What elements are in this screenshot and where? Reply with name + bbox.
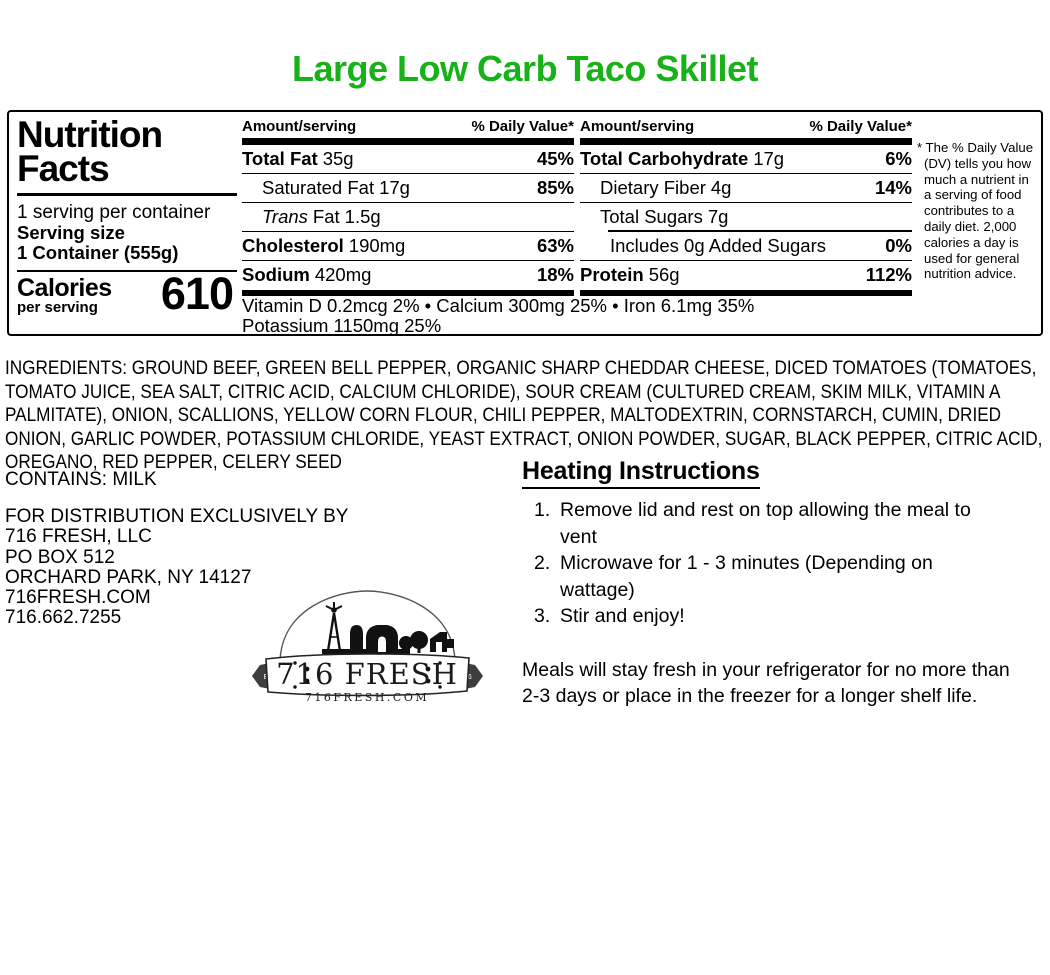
thick-rule: [242, 138, 574, 145]
farm-logo-graphic: EST. 2016: [252, 590, 483, 704]
nutrient-row-total-carbohydrate: Total Carbohydrate 17g 6%: [580, 145, 912, 174]
distributor-po-box: PO BOX 512: [5, 546, 115, 568]
allergen-statement: CONTAINS: MILK: [5, 469, 157, 490]
calories-label: Calories: [17, 274, 112, 302]
nutrient-row-saturated-fat: Saturated Fat 17g 85%: [242, 174, 574, 203]
amount-per-serving-header: Amount/serving: [580, 118, 695, 135]
distributor-website: 716FRESH.COM: [5, 587, 151, 609]
nutrient-row-sodium: Sodium 420mg 18%: [242, 264, 574, 285]
nutrition-facts-left-column: Nutrition Facts 1 serving per container …: [17, 114, 237, 319]
distributor-line: FOR DISTRIBUTION EXCLUSIVELY BY: [5, 506, 349, 527]
logo-website-text: 716FRESH.COM: [305, 691, 429, 703]
nutrition-facts-panel: Nutrition Facts 1 serving per container …: [7, 110, 1043, 336]
banner: [265, 653, 470, 697]
distributor-city: ORCHARD PARK, NY 14127: [5, 566, 252, 588]
daily-value-header: % Daily Value*: [809, 118, 912, 135]
distributor-phone: 716.662.7255: [5, 607, 122, 629]
nutrient-row-trans-fat: Trans Fat 1.5g: [242, 203, 574, 232]
indented-rule: [608, 230, 912, 232]
calories-row: Calories per serving 610: [17, 268, 237, 319]
thick-rule: [242, 289, 574, 296]
page-title: Large Low Carb Taco Skillet: [292, 48, 758, 89]
calories-value: 610: [160, 268, 234, 319]
micronutrients: Vitamin D 0.2mcg 2% • Calcium 300mg 25% …: [242, 296, 932, 335]
divider: [17, 193, 237, 196]
nutrient-row-dietary-fiber: Dietary Fiber 4g 14%: [580, 174, 912, 203]
serving-size-label: Serving size: [17, 221, 125, 243]
daily-value-footnote: * The % Daily Value (DV) tells you how m…: [917, 140, 1034, 282]
nutrient-column-1: Amount/serving % Daily Value* Total Fat 3…: [242, 118, 574, 296]
storage-note: Meals will stay fresh in your refrigerat…: [522, 658, 1010, 708]
nutrition-facts-heading: Nutrition Facts: [17, 114, 163, 189]
banner-dots: [293, 661, 442, 689]
nutrient-row-protein: Protein 56g 112%: [580, 264, 912, 285]
divider: [17, 269, 237, 272]
farm-silhouette-icon: [322, 602, 454, 654]
heating-steps-list: 1. Remove lid and rest on top allowing t…: [534, 497, 1017, 630]
amount-per-serving-header: Amount/serving: [242, 118, 357, 135]
ingredients-paragraph: INGREDIENTS: GROUND BEEF, GREEN BELL PEP…: [5, 357, 1043, 473]
micronutrients-line-1: Vitamin D 0.2mcg 2% • Calcium 300mg 25% …: [242, 295, 755, 316]
heating-step-2: 2. Microwave for 1 - 3 minutes (Dependin…: [534, 552, 933, 601]
logo-brand-text: 716 FRESH: [276, 657, 458, 691]
thick-rule: [580, 138, 912, 145]
nutrient-row-total-sugars: Total Sugars 7g: [600, 206, 729, 227]
distributor-block: FOR DISTRIBUTION EXCLUSIVELY BY 716 FRES…: [5, 506, 349, 629]
micronutrients-line-2: Potassium 1150mg 25%: [242, 314, 442, 336]
nutrient-row-added-sugars: Includes 0g Added Sugars 0%: [580, 230, 912, 261]
nutrient-row-total-fat: Total Fat 35g 45%: [242, 145, 574, 174]
heating-instructions-title: Heating Instructions: [522, 457, 760, 489]
nutrient-row-cholesterol: Cholesterol 190mg 63%: [242, 232, 574, 261]
heating-step-1: 1. Remove lid and rest on top allowing t…: [534, 499, 971, 548]
716-fresh-logo: EST. 2016: [250, 565, 485, 704]
heating-step-3: 3. Stir and enjoy!: [534, 605, 685, 627]
heating-instructions-section: Heating Instructions 1. Remove lid and r…: [522, 457, 1017, 710]
servings-per-container: 1 serving per container: [17, 201, 211, 223]
daily-value-header: % Daily Value*: [471, 118, 574, 135]
serving-size-value: 1 Container (555g): [17, 242, 179, 263]
nutrient-column-2: Amount/serving % Daily Value* Total Carb…: [580, 118, 912, 296]
calories-sublabel: per serving: [17, 299, 98, 316]
thick-rule: [580, 289, 912, 296]
distributor-company: 716 FRESH, LLC: [5, 526, 152, 548]
